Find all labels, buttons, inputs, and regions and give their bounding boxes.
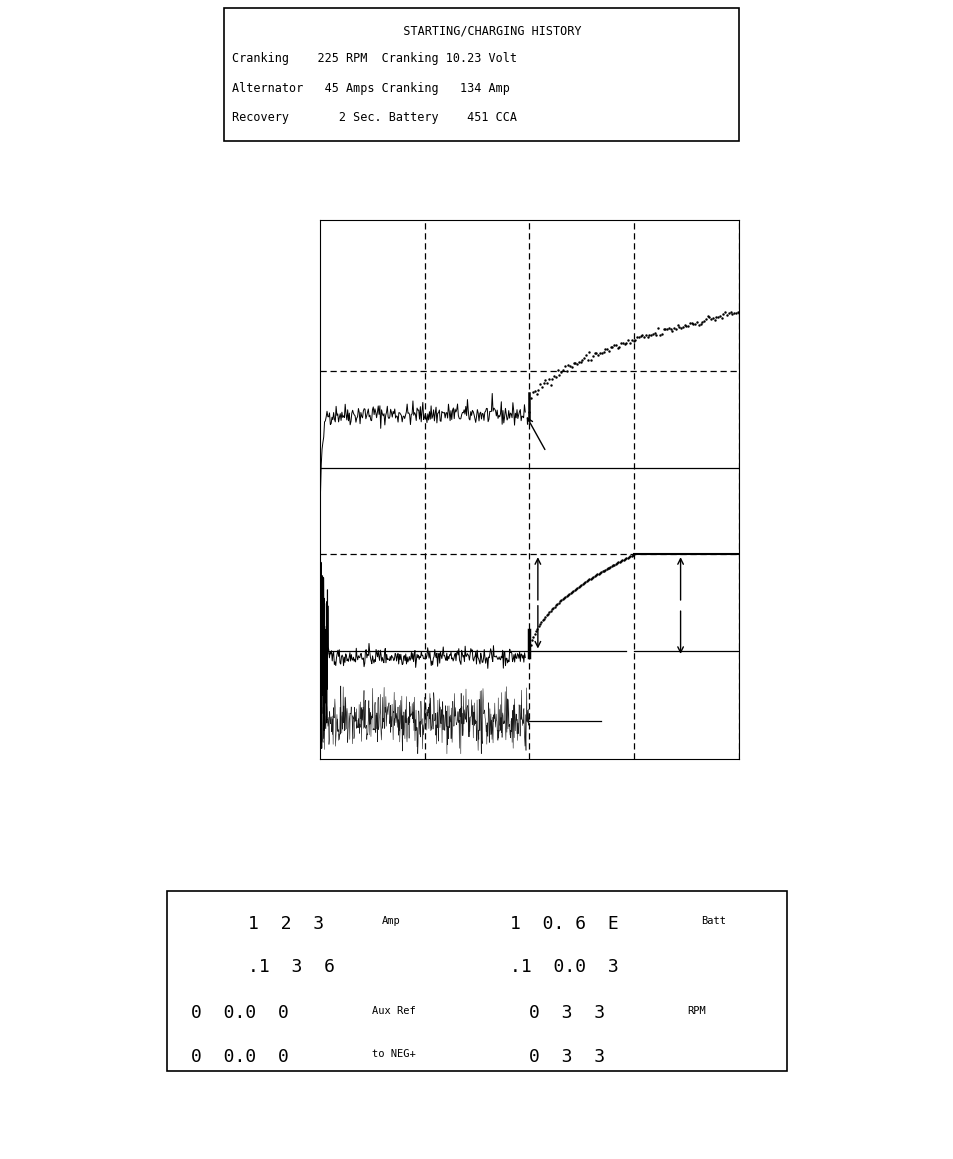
Text: Alternator   45 Amps Cranking   134 Amp: Alternator 45 Amps Cranking 134 Amp	[232, 81, 509, 95]
Text: .1  0.0  3: .1 0.0 3	[510, 957, 618, 976]
Text: STARTING/CHARGING HISTORY: STARTING/CHARGING HISTORY	[381, 24, 581, 37]
Text: 1  2  3: 1 2 3	[248, 914, 324, 933]
Text: to NEG+: to NEG+	[372, 1049, 416, 1059]
Text: Recovery       2 Sec. Battery    451 CCA: Recovery 2 Sec. Battery 451 CCA	[232, 111, 517, 124]
Text: RPM: RPM	[686, 1006, 705, 1016]
Text: Batt: Batt	[700, 917, 725, 926]
Text: 0  3  3: 0 3 3	[529, 1048, 605, 1065]
Text: Aux Ref: Aux Ref	[372, 1006, 416, 1016]
Text: 0  3  3: 0 3 3	[529, 1005, 605, 1022]
Text: Amp: Amp	[381, 917, 400, 926]
Text: Cranking    225 RPM  Cranking 10.23 Volt: Cranking 225 RPM Cranking 10.23 Volt	[232, 52, 517, 65]
Text: 0  0.0  0: 0 0.0 0	[191, 1048, 289, 1065]
Text: 0  0.0  0: 0 0.0 0	[191, 1005, 289, 1022]
Bar	[167, 891, 786, 1071]
Bar	[224, 8, 739, 141]
Text: 1  0. 6  E: 1 0. 6 E	[510, 914, 618, 933]
Text: .1  3  6: .1 3 6	[248, 957, 335, 976]
